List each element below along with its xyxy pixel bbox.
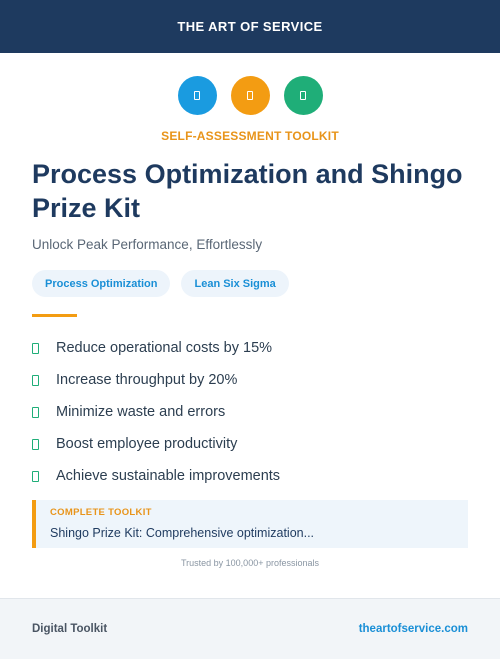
tag-chip[interactable]: Lean Six Sigma — [181, 270, 289, 297]
benefit-text: Achieve sustainable improvements — [56, 468, 281, 484]
benefit-list: Reduce operational costs by 15% Increase… — [32, 332, 462, 492]
list-item: Increase throughput by 20% — [32, 364, 462, 396]
check-icon — [32, 438, 39, 450]
footer-bar: Digital Toolkit theartofservice.com — [0, 598, 500, 659]
check-icon — [32, 406, 39, 418]
benefit-text: Reduce operational costs by 15% — [56, 340, 273, 356]
check-icon — [32, 374, 39, 386]
icon-row — [0, 76, 500, 115]
trust-line: Trusted by 100,000+ professionals — [180, 558, 319, 568]
benefit-text: Boost employee productivity — [56, 436, 238, 452]
footer-label: Digital Toolkit — [32, 623, 108, 635]
footer-link[interactable]: theartofservice.com — [358, 623, 468, 635]
header-bar: THE ART OF SERVICE — [0, 0, 500, 53]
document-icon — [230, 76, 270, 115]
accent-divider — [32, 314, 77, 317]
list-item: Boost employee productivity — [32, 428, 462, 460]
tag-list: Process Optimization Lean Six Sigma — [32, 270, 289, 297]
tag-chip[interactable]: Process Optimization — [32, 270, 171, 297]
list-item: Minimize waste and errors — [32, 396, 462, 428]
eyebrow-label: SELF-ASSESSMENT TOOLKIT — [161, 129, 339, 143]
brand-name: THE ART OF SERVICE — [177, 19, 323, 34]
callout-text: Shingo Prize Kit: Comprehensive optimiza… — [50, 526, 315, 540]
toolkit-callout: COMPLETE TOOLKIT Shingo Prize Kit: Compr… — [32, 500, 468, 548]
document-icon — [283, 76, 323, 115]
callout-label: COMPLETE TOOLKIT — [50, 507, 152, 518]
subtitle: Unlock Peak Performance, Effortlessly — [32, 237, 263, 252]
page-title: Process Optimization and Shingo Prize Ki… — [32, 159, 463, 223]
check-icon — [32, 342, 39, 354]
list-item: Achieve sustainable improvements — [32, 460, 462, 492]
list-item: Reduce operational costs by 15% — [32, 332, 462, 364]
benefit-text: Increase throughput by 20% — [56, 372, 238, 388]
benefit-text: Minimize waste and errors — [56, 404, 226, 420]
check-icon — [32, 470, 39, 482]
document-icon — [177, 76, 217, 115]
